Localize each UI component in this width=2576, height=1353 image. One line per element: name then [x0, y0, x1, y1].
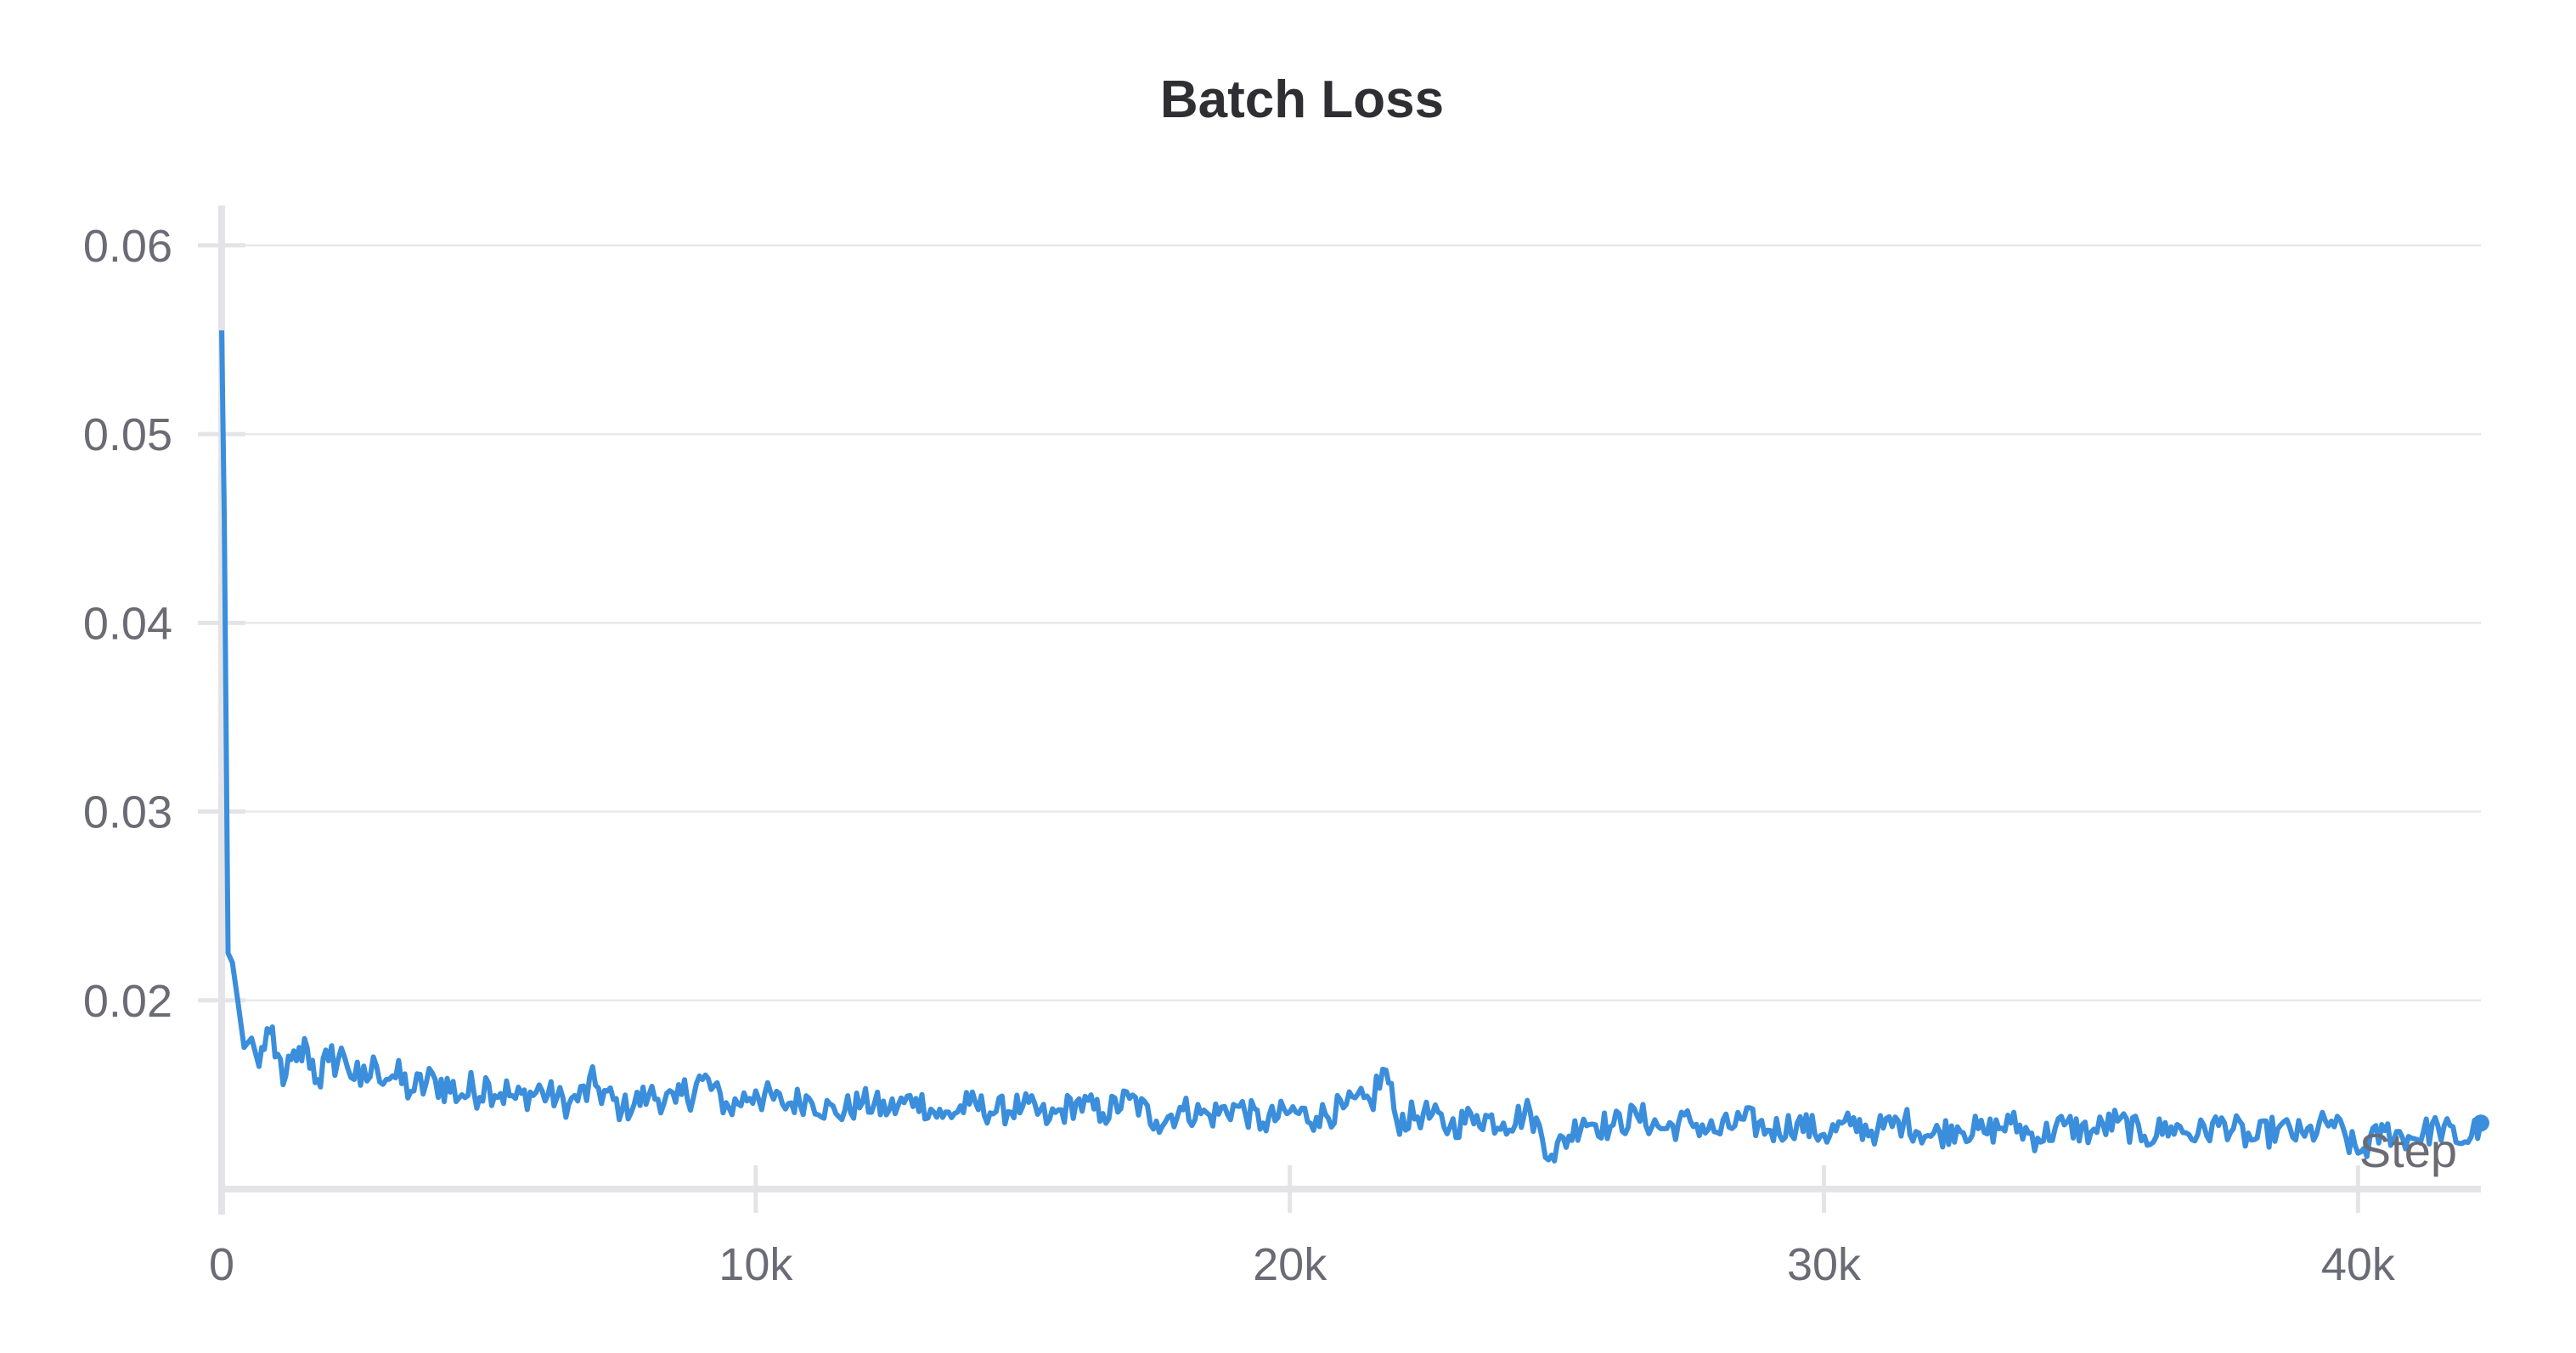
chart-title: Batch Loss [1160, 70, 1444, 129]
labels: Batch Loss Step 0.02 0.03 0.04 0.05 0.06 0 10k… [83, 70, 2457, 1290]
x-tick-label: 30k [1787, 1239, 1862, 1290]
x-axis-label: Step [2359, 1124, 2457, 1177]
x-tick-label: 40k [2321, 1239, 2396, 1290]
series-end-point [2472, 1114, 2489, 1132]
y-tick-label: 0.04 [83, 598, 172, 649]
axes [198, 206, 2481, 1215]
y-tick-label: 0.03 [83, 787, 172, 838]
series-layer [219, 330, 2489, 1164]
x-tick-label: 10k [719, 1239, 793, 1290]
y-tick-label: 0.05 [83, 409, 172, 460]
gridlines [222, 244, 2481, 1002]
y-tick-label: 0.06 [83, 221, 172, 272]
series-line [219, 330, 2483, 1164]
x-tick-label: 0 [209, 1239, 234, 1290]
x-tick-label: 20k [1253, 1239, 1327, 1290]
y-tick-label: 0.02 [83, 976, 172, 1027]
